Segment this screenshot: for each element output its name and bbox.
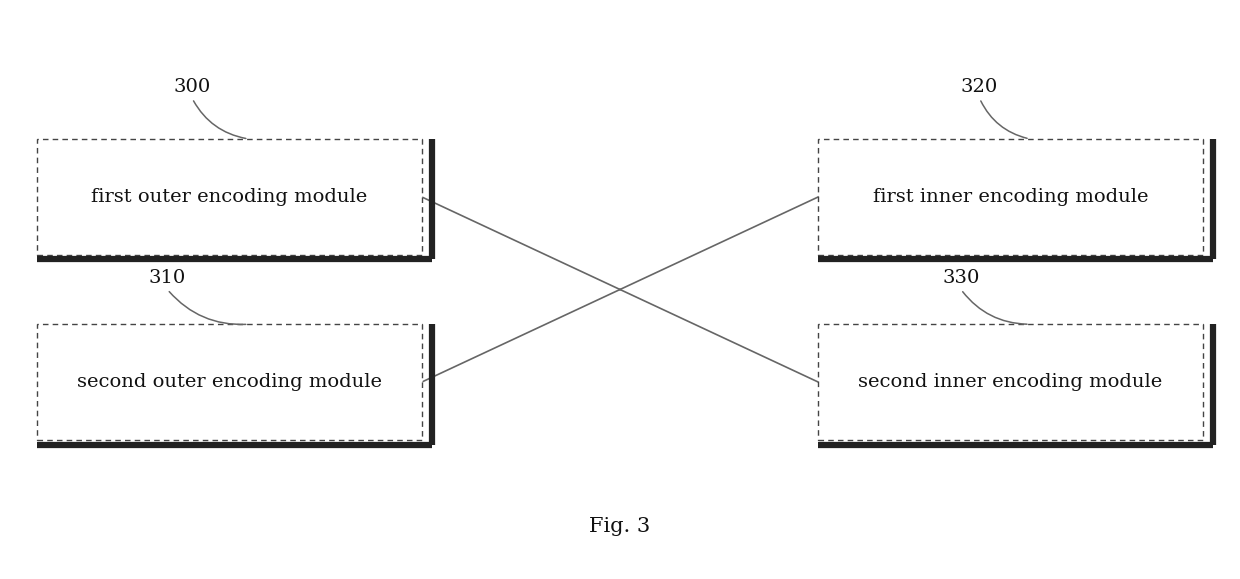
Bar: [37, 139, 422, 255]
Bar: [818, 324, 1203, 440]
Text: 310: 310: [149, 269, 186, 287]
Text: second outer encoding module: second outer encoding module: [77, 373, 382, 391]
Text: first inner encoding module: first inner encoding module: [873, 188, 1148, 206]
Text: 320: 320: [961, 78, 998, 96]
Text: second inner encoding module: second inner encoding module: [858, 373, 1163, 391]
Text: first outer encoding module: first outer encoding module: [92, 188, 367, 206]
Text: 300: 300: [174, 78, 211, 96]
Bar: [37, 324, 422, 440]
Bar: [818, 139, 1203, 255]
Text: Fig. 3: Fig. 3: [589, 518, 651, 536]
Text: 330: 330: [942, 269, 980, 287]
